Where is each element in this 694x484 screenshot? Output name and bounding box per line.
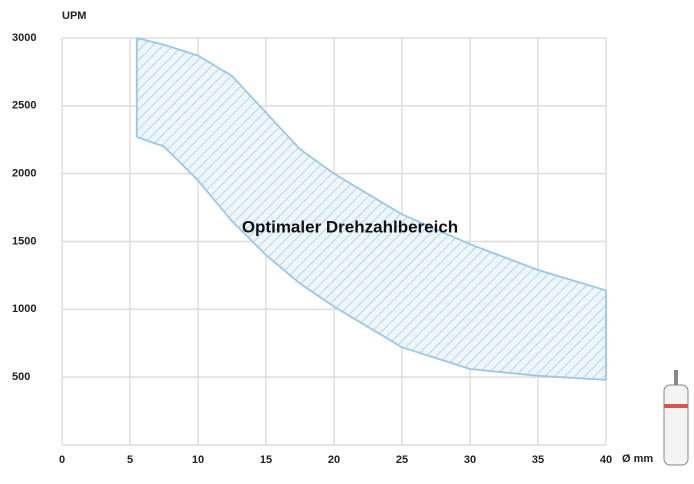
x-tick-label: 30 <box>464 454 476 466</box>
x-tick-label: 20 <box>328 454 340 466</box>
x-tick-label: 40 <box>600 454 612 466</box>
y-axis-label: UPM <box>62 10 86 22</box>
y-tick-label: 2500 <box>12 100 36 112</box>
y-tick-label: 2000 <box>12 168 36 180</box>
x-tick-label: 15 <box>260 454 272 466</box>
y-tick-label: 3000 <box>12 32 36 44</box>
x-tick-label: 25 <box>396 454 408 466</box>
band-edge <box>136 136 607 381</box>
y-tick-label: 1000 <box>12 303 36 315</box>
y-tick-label: 500 <box>12 371 30 383</box>
annotation: Optimaler Drehzahlbereich <box>242 217 458 236</box>
y-tick-label: 1500 <box>12 235 36 247</box>
x-tick-label: 5 <box>127 454 133 466</box>
x-tick-label: 10 <box>192 454 204 466</box>
x-axis-label: Ø mm <box>622 453 653 465</box>
x-tick-label: 35 <box>532 454 544 466</box>
band-edge <box>136 37 607 292</box>
band-area <box>136 38 607 380</box>
x-tick-label: 0 <box>59 454 65 466</box>
tool-icon <box>663 370 689 466</box>
